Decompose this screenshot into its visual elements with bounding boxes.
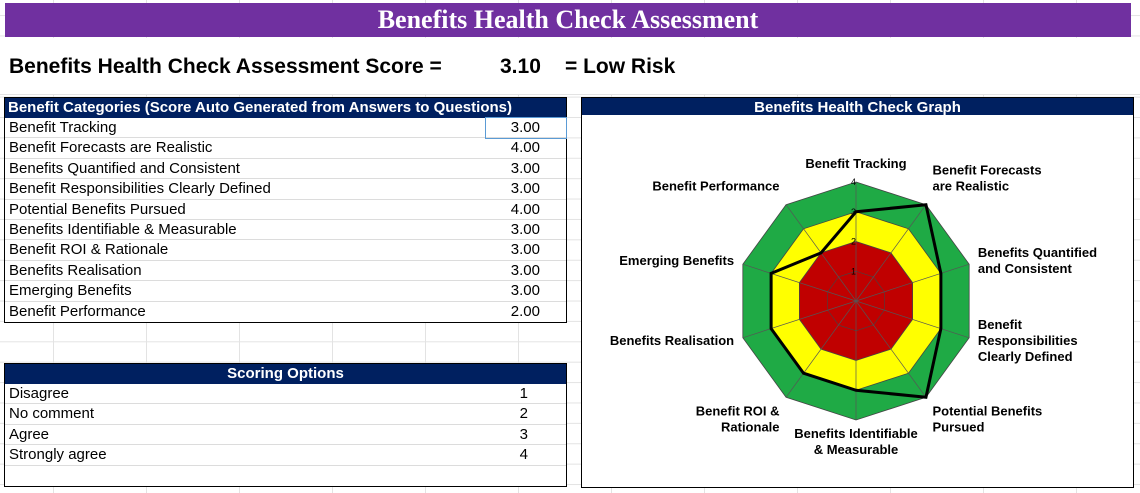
axis-label: Benefit Responsibilities Clearly Defined bbox=[978, 317, 1078, 364]
table-row[interactable]: Disagree 1 bbox=[5, 384, 566, 405]
table-row[interactable]: Benefit Responsibilities Clearly Defined… bbox=[5, 179, 566, 200]
option-label: Agree bbox=[9, 425, 50, 443]
category-score[interactable]: 2.00 bbox=[510, 302, 540, 320]
option-value[interactable]: 3 bbox=[519, 425, 528, 443]
spoke-line bbox=[855, 263, 970, 302]
axis-label: Benefit Forecasts are Realistic bbox=[932, 163, 1041, 194]
page-title-banner: Benefits Health Check Assessment bbox=[5, 3, 1131, 37]
axis-label: Potential Benefits Pursued bbox=[932, 403, 1042, 434]
category-label: Potential Benefits Pursued bbox=[9, 200, 186, 218]
axis-label: Benefit Performance bbox=[652, 179, 779, 194]
axis-label: Benefit Tracking bbox=[805, 156, 906, 171]
category-score[interactable]: 3.00 bbox=[510, 261, 540, 279]
table-row[interactable]: Potential Benefits Pursued 4.00 bbox=[5, 200, 566, 220]
category-label: Benefit Performance bbox=[9, 302, 146, 320]
table-row[interactable]: Benefits Identifiable & Measurable 3.00 bbox=[5, 220, 566, 241]
table-header: Benefit Categories (Score Auto Generated… bbox=[5, 98, 566, 118]
table-row[interactable]: Benefit ROI & Rationale 3.00 bbox=[5, 240, 566, 261]
category-score[interactable]: 4.00 bbox=[510, 200, 540, 218]
table-row[interactable]: No comment 2 bbox=[5, 404, 566, 425]
option-label: No comment bbox=[9, 405, 95, 423]
axis-label: Benefits Identifiable & Measurable bbox=[794, 426, 918, 457]
radar-chart: 1 2 3 4 Benefit Tracking Benefit Forecasts are… bbox=[610, 156, 1097, 457]
category-score[interactable]: 3.00 bbox=[510, 220, 540, 238]
benefit-categories-table: Benefit Categories (Score Auto Generated… bbox=[4, 97, 567, 323]
table-row[interactable]: Emerging Benefits 3.00 bbox=[5, 281, 566, 302]
table-row[interactable]: Benefits Quantified and Consistent 3.00 bbox=[5, 159, 566, 180]
category-label: Emerging Benefits bbox=[9, 282, 132, 300]
table-row[interactable]: Benefits Realisation 3.00 bbox=[5, 261, 566, 282]
tick-label: 3 bbox=[851, 207, 856, 217]
category-label: Benefit Responsibilities Clearly Defined bbox=[9, 180, 271, 198]
category-label: Benefit ROI & Rationale bbox=[9, 241, 169, 259]
axis-label: Benefits Quantified and Consistent bbox=[978, 245, 1097, 276]
option-value[interactable]: 1 bbox=[519, 385, 528, 402]
category-label: Benefits Identifiable & Measurable bbox=[9, 220, 237, 238]
category-label: Benefit Forecasts are Realistic bbox=[9, 139, 213, 157]
axis-label: Benefit ROI & Rationale bbox=[696, 403, 780, 434]
score-label: Benefits Health Check Assessment Score = bbox=[9, 55, 442, 78]
scoring-options-table: Scoring Options Disagree 1 No comment 2 Ag… bbox=[4, 363, 567, 487]
score-value: 3.10 bbox=[500, 55, 541, 78]
option-value[interactable]: 2 bbox=[519, 405, 528, 423]
spoke-line bbox=[742, 300, 857, 339]
category-label: Benefits Realisation bbox=[9, 261, 142, 279]
spoke-line bbox=[742, 263, 857, 302]
axis-label: Benefits Realisation bbox=[610, 333, 734, 348]
table-row[interactable]: Benefit Tracking 3.00 bbox=[5, 116, 567, 140]
empty-row[interactable] bbox=[5, 466, 566, 486]
option-value[interactable]: 4 bbox=[519, 446, 528, 464]
spoke-line bbox=[855, 300, 927, 398]
table-row[interactable]: Benefit Performance 2.00 bbox=[5, 302, 566, 322]
option-label: Disagree bbox=[9, 385, 70, 402]
benefits-graph-panel: Benefits Health Check Graph 1 2 3 4 Benefit … bbox=[581, 97, 1134, 488]
table-header: Scoring Options bbox=[5, 364, 566, 384]
spoke-line bbox=[855, 300, 970, 339]
category-score[interactable]: 4.00 bbox=[510, 139, 540, 157]
option-label: Strongly agree bbox=[9, 446, 107, 464]
category-label: Benefit Tracking bbox=[9, 119, 117, 136]
score-summary: Benefits Health Check Assessment Score =… bbox=[0, 38, 1140, 95]
spoke-line bbox=[855, 204, 927, 302]
tick-label: 2 bbox=[851, 237, 856, 247]
axis-label: Emerging Benefits bbox=[619, 253, 734, 268]
category-label: Benefits Quantified and Consistent bbox=[9, 159, 240, 177]
table-row[interactable]: Benefit Forecasts are Realistic 4.00 bbox=[5, 138, 566, 159]
category-score[interactable]: 3.00 bbox=[510, 282, 540, 300]
category-score[interactable]: 3.00 bbox=[485, 116, 567, 140]
tick-label: 4 bbox=[851, 177, 856, 187]
risk-result: = Low Risk bbox=[565, 55, 676, 78]
category-score[interactable]: 3.00 bbox=[510, 180, 540, 198]
tick-label: 1 bbox=[851, 266, 856, 276]
table-row[interactable]: Strongly agree 4 bbox=[5, 445, 566, 466]
category-score[interactable]: 3.00 bbox=[510, 159, 540, 177]
spoke-line bbox=[785, 300, 857, 398]
series-line bbox=[769, 203, 943, 399]
table-row[interactable]: Agree 3 bbox=[5, 425, 566, 446]
category-score[interactable]: 3.00 bbox=[510, 241, 540, 259]
chart-title: Benefits Health Check Graph bbox=[582, 98, 1133, 115]
